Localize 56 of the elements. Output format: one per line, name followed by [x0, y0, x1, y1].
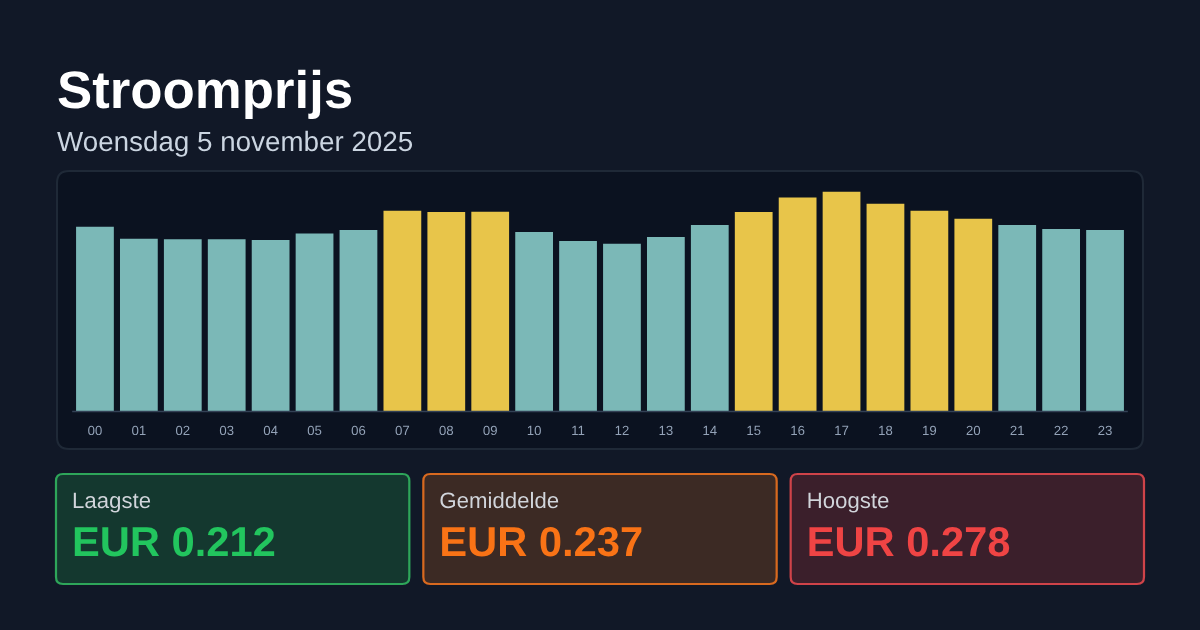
- x-tick-label: 11: [572, 425, 585, 435]
- text: EUR 0.237: [442, 526, 642, 557]
- bar: [471, 211, 510, 412]
- bar: [76, 226, 114, 412]
- x-tick-label: 22: [1054, 425, 1068, 435]
- bar: [163, 239, 202, 412]
- bar: [866, 203, 905, 412]
- x-tick-label: 05: [307, 425, 322, 436]
- bar: [778, 197, 817, 412]
- bar: [910, 210, 949, 412]
- text: EUR 0.278: [809, 526, 1010, 557]
- bar: [515, 232, 554, 412]
- bar: [954, 218, 993, 412]
- x-tick-label: 17: [835, 425, 849, 435]
- chart-title: Stroomprijs: [58, 69, 352, 119]
- text: Hoogste: [808, 492, 889, 513]
- bar: [119, 238, 158, 412]
- x-tick-label: 00: [88, 425, 102, 436]
- text: EUR 0.212: [74, 526, 275, 557]
- bar: [207, 239, 246, 412]
- x-tick-label: 18: [879, 425, 893, 436]
- x-tick-label: 08: [439, 425, 454, 436]
- x-tick-label: 13: [659, 425, 673, 436]
- bar: [603, 243, 641, 412]
- text: Gemiddelde: [440, 491, 559, 509]
- x-tick-label: 20: [966, 425, 981, 436]
- bar: [295, 233, 334, 412]
- x-tick-label: 14: [703, 425, 717, 435]
- x-tick-label: 12: [615, 425, 629, 435]
- x-tick-label: 19: [923, 425, 937, 436]
- bar: [690, 225, 729, 412]
- x-tick-label: 03: [219, 425, 234, 436]
- x-tick-label: 02: [175, 425, 190, 436]
- bar: [998, 225, 1037, 412]
- bar: [339, 230, 378, 412]
- x-tick-label: 01: [132, 425, 146, 436]
- bar: [427, 212, 466, 412]
- bar: [734, 212, 773, 412]
- x-tick-label: 15: [747, 425, 761, 436]
- bar: [251, 239, 290, 412]
- x-tick-label: 10: [527, 425, 541, 436]
- bar: [822, 191, 861, 412]
- bar: [1086, 230, 1124, 412]
- x-tick-label: 21: [1010, 425, 1024, 435]
- bar: [1042, 228, 1081, 412]
- bar: [383, 210, 422, 412]
- x-tick-label: 23: [1098, 425, 1112, 436]
- x-tick-label: 16: [791, 425, 805, 436]
- x-tick-label: 09: [483, 425, 497, 436]
- x-tick-label: 07: [395, 425, 410, 436]
- chart-subtitle: Woensdag 5 november 2025: [57, 130, 413, 157]
- text: Laagste: [73, 492, 151, 513]
- x-tick-label: 06: [351, 425, 366, 436]
- bar: [559, 241, 597, 412]
- x-tick-label: 04: [263, 425, 278, 436]
- bar: [646, 237, 685, 412]
